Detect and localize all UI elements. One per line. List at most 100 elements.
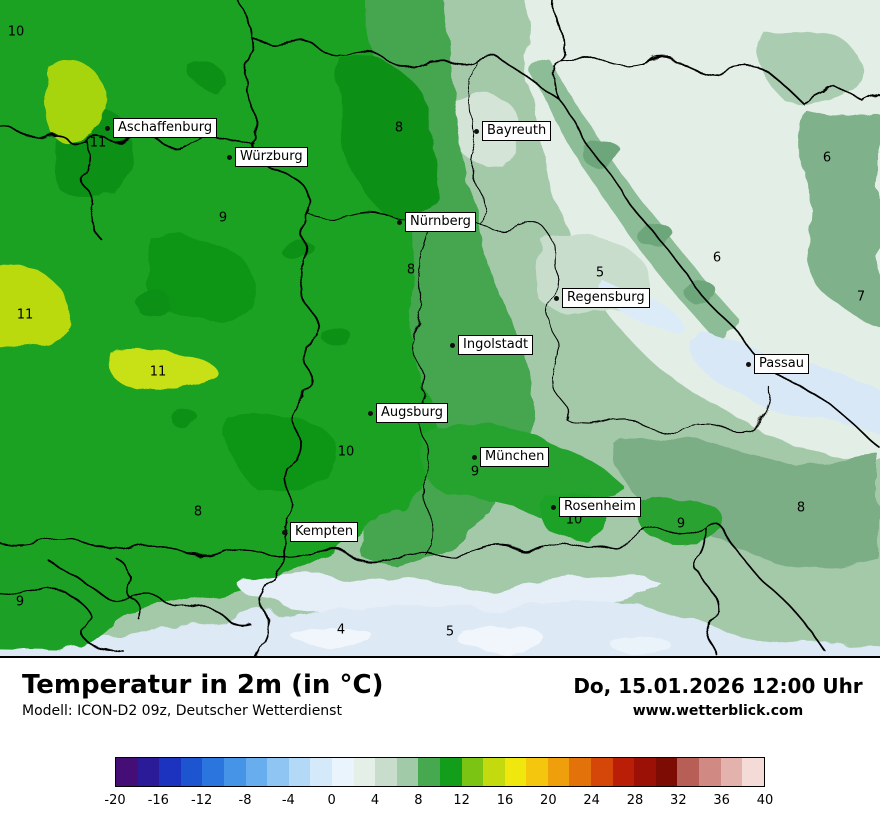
legend-color-segment	[547, 758, 570, 786]
legend-color-segment	[310, 758, 332, 786]
temperature-value-label: 10	[337, 444, 355, 460]
legend-tick-label: 0	[327, 793, 336, 808]
legend-tick-label: 8	[414, 793, 423, 808]
legend-color-segment	[612, 758, 635, 786]
temperature-value-label: 9	[676, 516, 686, 532]
city-marker: Rosenheim	[551, 497, 641, 517]
legend-tick-label: 4	[370, 793, 380, 808]
legend-bar	[115, 757, 765, 787]
legend-tick-label: 24	[583, 793, 600, 808]
temperature-value-label: 7	[856, 289, 866, 305]
city-marker: Aschaffenburg	[105, 118, 218, 138]
city-marker: Regensburg	[554, 288, 650, 308]
city-label: Nürnberg	[405, 212, 476, 232]
legend-color-segment	[504, 758, 527, 786]
city-label: Bayreuth	[482, 121, 552, 141]
city-label: Regensburg	[562, 288, 650, 308]
city-label: Ingolstadt	[458, 335, 534, 355]
legend-color-segment	[245, 758, 268, 786]
temperature-value-label: 5	[445, 624, 455, 640]
city-dot-icon	[551, 504, 556, 510]
temperature-map-svg	[0, 0, 880, 656]
border-lines-layer	[0, 0, 880, 656]
legend-color-segment	[396, 758, 419, 786]
city-marker: Bayreuth	[474, 121, 552, 141]
city-dot-icon	[105, 125, 110, 131]
temperature-shading-layer	[0, 0, 880, 656]
city-label: Kempten	[290, 522, 359, 542]
legend-color-segment	[483, 758, 505, 786]
temperature-value-label: 6	[712, 250, 722, 266]
legend-tick-label: -12	[191, 793, 213, 808]
city-marker: Würzburg	[227, 147, 308, 167]
city-dot-icon	[554, 295, 559, 301]
city-marker: Kempten	[282, 522, 359, 542]
legend-color-segment	[742, 758, 764, 786]
legend-tick-label: 12	[453, 793, 470, 808]
temperature-value-label: 8	[796, 500, 806, 516]
page-title: Temperatur in 2m (in °C)	[22, 670, 384, 700]
legend-tick-label: 16	[496, 793, 514, 808]
forecast-datetime: Do, 15.01.2026 12:00 Uhr	[573, 674, 863, 698]
city-marker: Passau	[746, 354, 809, 374]
legend-color-segment	[634, 758, 656, 786]
footer-panel: Temperatur in 2m (in °C) Do, 15.01.2026 …	[0, 656, 880, 830]
legend-tick-label: 32	[670, 793, 687, 808]
city-label: Rosenheim	[559, 497, 641, 517]
temperature-value-label: 8	[193, 504, 203, 520]
temperature-value-label: 5	[595, 265, 605, 281]
legend-color-segment	[202, 758, 224, 786]
legend-tick-label: 20	[540, 793, 557, 808]
legend-color-segment	[116, 758, 138, 786]
city-dot-icon	[472, 454, 477, 460]
legend-tick-label: -8	[238, 793, 252, 808]
city-dot-icon	[450, 342, 455, 348]
legend-color-segment	[591, 758, 613, 786]
temperature-value-label: 6	[822, 150, 832, 166]
legend-color-segment	[699, 758, 721, 786]
legend-color-segment	[159, 758, 181, 786]
legend-color-segment	[288, 758, 311, 786]
legend-color-segment	[223, 758, 246, 786]
city-dot-icon	[227, 154, 232, 160]
city-dot-icon	[368, 410, 373, 416]
temperature-value-label: 4	[336, 622, 346, 638]
map-area: Aschaffenburg Würzburg Bayreuth Nürnberg Reg…	[0, 0, 880, 656]
legend-tick-label: -4	[281, 793, 295, 808]
temperature-value-label: 9	[15, 594, 25, 610]
legend-color-segment	[331, 758, 354, 786]
legend-color-segment	[526, 758, 548, 786]
temperature-value-label: 8	[394, 120, 404, 136]
city-dot-icon	[282, 529, 287, 535]
temperature-legend: -20 -16 -12 -8 -4 0 4 8 12 16 20 24 28 32 36 40	[104, 757, 773, 813]
legend-color-segment	[137, 758, 160, 786]
temperature-value-label: 11	[16, 307, 34, 323]
website-url: www.wetterblick.com	[632, 703, 804, 719]
legend-color-segment	[655, 758, 678, 786]
city-label: Passau	[754, 354, 809, 374]
temperature-value-label: 11	[89, 135, 107, 151]
temperature-value-label: 8	[406, 262, 416, 278]
temperature-value-label: 9	[218, 210, 228, 226]
city-marker: Ingolstadt	[450, 335, 534, 355]
city-label: München	[480, 447, 550, 467]
legend-color-segment	[677, 758, 700, 786]
temperature-value-label: 11	[149, 364, 167, 380]
legend-color-segment	[375, 758, 397, 786]
city-marker: Nürnberg	[397, 212, 476, 232]
legend-color-segment	[180, 758, 203, 786]
temperature-value-label: 10	[7, 24, 25, 40]
city-dot-icon	[474, 128, 479, 134]
city-marker: Augsburg	[368, 403, 449, 423]
legend-ticks: -20 -16 -12 -8 -4 0 4 8 12 16 20 24 28 32 36 40	[104, 793, 773, 813]
legend-color-segment	[720, 758, 743, 786]
footer-row-2: Modell: ICON-D2 09z, Deutscher Wetterdie…	[0, 703, 880, 719]
legend-tick-label: 40	[756, 793, 774, 808]
city-label: Aschaffenburg	[113, 118, 218, 138]
city-label: Würzburg	[235, 147, 308, 167]
model-info: Modell: ICON-D2 09z, Deutscher Wetterdie…	[22, 703, 342, 719]
legend-tick-label: -16	[147, 793, 169, 808]
city-dot-icon	[746, 361, 751, 367]
legend-tick-label: 36	[713, 793, 730, 808]
